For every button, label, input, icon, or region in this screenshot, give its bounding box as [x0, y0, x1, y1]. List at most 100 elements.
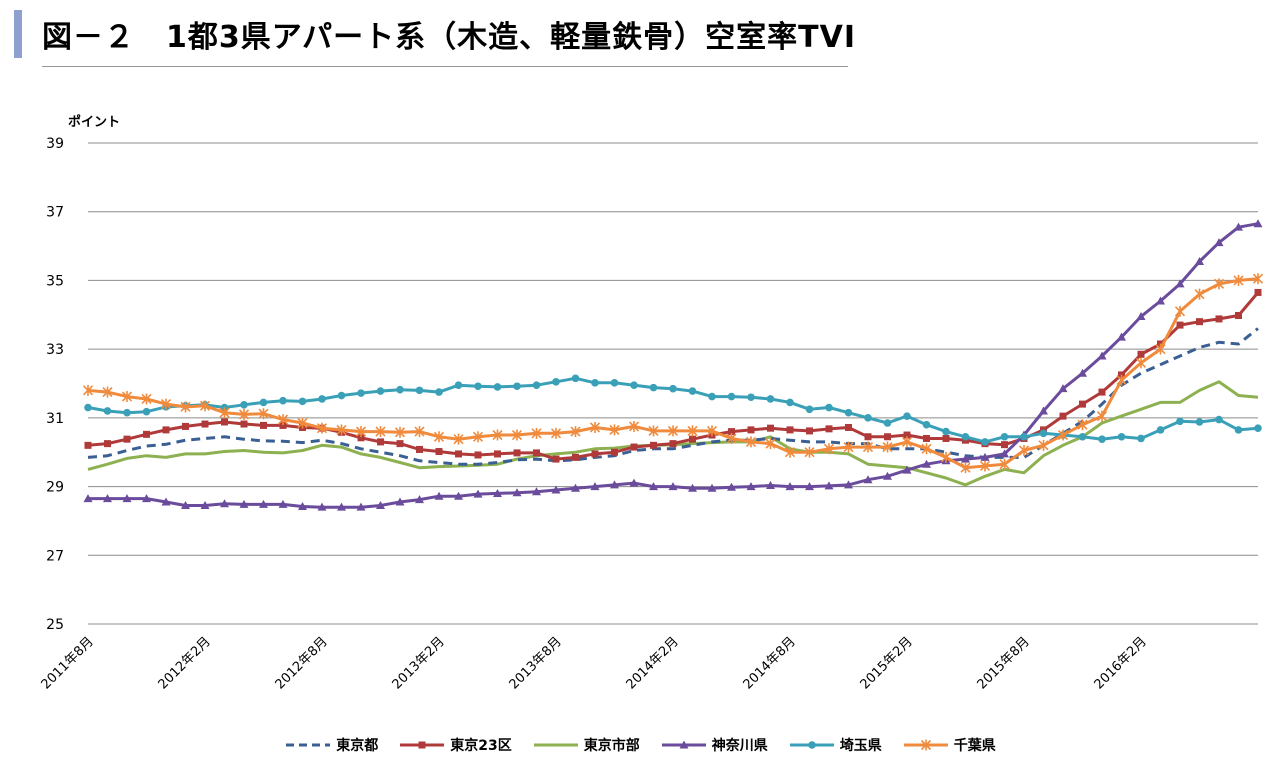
data-point: [180, 401, 191, 413]
y-tick-label-33: 33: [46, 342, 64, 358]
data-point: [864, 414, 872, 422]
data-point: [453, 433, 464, 445]
data-point: [454, 381, 463, 390]
data-point: [571, 374, 580, 383]
data-point: [1234, 426, 1243, 434]
data-point: [1000, 449, 1009, 458]
data-point: [533, 449, 540, 457]
data-point: [1077, 419, 1088, 431]
data-point: [1254, 424, 1262, 432]
data-point: [396, 440, 404, 448]
legend-swatch: [789, 741, 834, 749]
data-point: [278, 499, 288, 508]
data-point: [823, 443, 835, 455]
data-point: [259, 398, 268, 407]
data-point: [376, 500, 385, 509]
data-point: [649, 383, 658, 392]
y-tick-label-25: 25: [46, 617, 64, 633]
data-point: [277, 414, 289, 426]
data-point: [571, 483, 580, 492]
data-point: [474, 382, 482, 391]
data-point: [552, 455, 560, 463]
data-point: [1098, 435, 1106, 443]
data-point: [394, 426, 406, 438]
data-point: [570, 426, 581, 438]
data-point: [103, 407, 112, 415]
data-point: [337, 502, 346, 511]
data-point: [668, 482, 678, 491]
data-point: [141, 393, 152, 405]
line-chart: ポイント 25 27 29 31 33 35 37 39 2011年8月 2012年2月 2012年8…: [39, 114, 1264, 692]
data-point: [472, 431, 484, 443]
data-point: [979, 460, 991, 472]
data-point: [942, 434, 950, 442]
data-point: [375, 426, 386, 438]
data-point: [707, 483, 717, 492]
legend-swatch: [400, 741, 445, 749]
data-point: [239, 499, 249, 508]
data-point: [902, 465, 912, 474]
data-point: [493, 383, 502, 391]
data-point: [825, 403, 833, 412]
data-point: [648, 425, 659, 437]
legend-label: 東京23区: [450, 738, 512, 754]
data-point: [882, 441, 893, 453]
series-line: [88, 222, 1259, 509]
legend-label: 東京市部: [583, 738, 640, 754]
data-point: [1252, 273, 1264, 285]
legend-item-3: 東京市部: [532, 735, 640, 755]
data-point: [336, 424, 347, 436]
data-point: [201, 420, 209, 428]
data-point: [843, 441, 854, 453]
x-tick-label: 2015年2月: [858, 634, 916, 692]
data-point: [766, 481, 775, 490]
data-point: [357, 434, 365, 442]
data-point: [961, 432, 970, 441]
data-point: [160, 398, 172, 410]
data-point: [1135, 357, 1147, 369]
data-point: [1253, 219, 1263, 228]
data-point: [1156, 296, 1165, 305]
data-point: [1020, 432, 1028, 441]
data-point: [1235, 311, 1242, 319]
data-point: [630, 381, 638, 390]
data-point: [550, 427, 562, 439]
data-point: [414, 426, 425, 438]
x-tick-label: 2015年8月: [975, 634, 1033, 692]
legend-swatch: [533, 743, 578, 747]
data-point: [1233, 274, 1244, 286]
data-point: [903, 431, 911, 439]
data-point: [1195, 257, 1204, 266]
data-point: [318, 395, 326, 403]
legend-label: 埼玉県: [839, 738, 882, 754]
data-point: [298, 397, 307, 406]
y-tick-label-35: 35: [46, 273, 64, 289]
data-point: [883, 419, 892, 427]
data-point: [121, 391, 133, 403]
legend-item-6: 千葉県: [902, 735, 996, 755]
data-point: [316, 422, 328, 434]
data-point: [688, 387, 697, 395]
data-point: [628, 420, 640, 432]
data-point: [1234, 222, 1243, 231]
data-point: [83, 494, 93, 503]
data-point: [1039, 429, 1048, 438]
x-tick-label: 2011年8月: [39, 634, 97, 692]
data-point: [942, 427, 950, 436]
data-point: [687, 425, 698, 437]
legend-marker: [807, 741, 816, 749]
data-point: [142, 407, 151, 416]
data-point: [844, 480, 853, 489]
data-point: [123, 408, 131, 417]
data-point: [260, 421, 267, 429]
data-point: [200, 500, 210, 509]
data-point: [727, 392, 736, 401]
legend-item-1: 東京都: [284, 735, 378, 755]
data-point: [82, 384, 94, 396]
data-point: [259, 499, 268, 508]
x-tick-label: 2014年2月: [624, 634, 682, 692]
data-point: [589, 421, 601, 433]
data-point: [1254, 288, 1262, 296]
data-point: [492, 429, 503, 441]
data-point: [650, 441, 657, 449]
